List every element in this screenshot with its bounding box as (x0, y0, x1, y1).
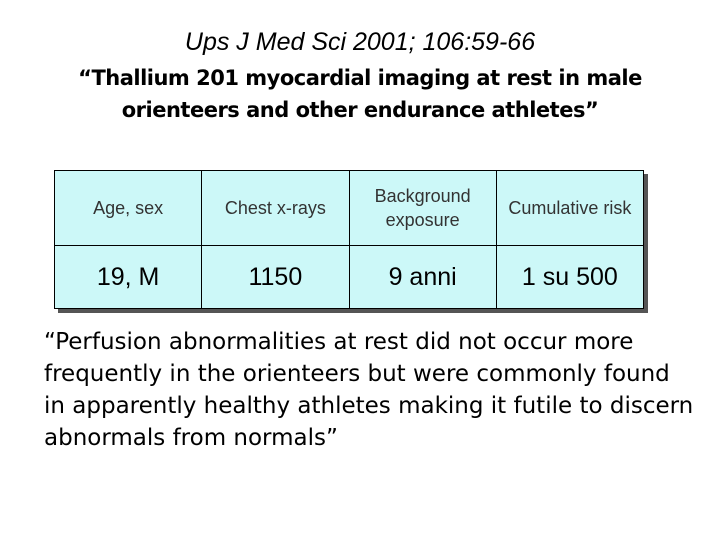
header-cell: Chest x-rays (201, 170, 350, 246)
cell: 9 anni (348, 245, 497, 309)
cell: 1 su 500 (495, 245, 645, 309)
header-cell: Cumulative risk (495, 170, 645, 246)
table: Age, sex Chest x-rays Background exposur… (53, 170, 645, 309)
header-cell: Age, sex (53, 170, 203, 246)
cell: 1150 (201, 245, 350, 309)
header-cell: Background exposure (348, 170, 497, 246)
cell: 19, M (53, 245, 203, 309)
citation: Ups J Med Sci 2001; 106:59-66 (184, 28, 536, 56)
header-row: Age, sex Chest x-rays Background exposur… (53, 170, 645, 246)
data-row: 19, M 1150 9 anni 1 su 500 (53, 245, 645, 309)
quote: “Perfusion abnormalities at rest did not… (44, 329, 694, 451)
title: “Thallium 201 myocardial imaging at rest… (78, 66, 642, 122)
